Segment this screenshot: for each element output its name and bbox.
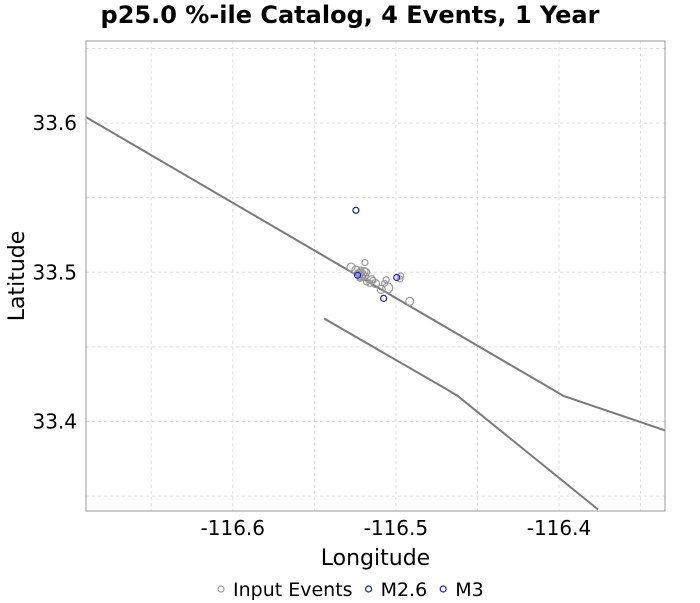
point-input-events [357, 266, 365, 274]
y-tick-label: 33.5 [32, 260, 77, 284]
point-m3 [353, 271, 362, 279]
chart-title: p25.0 %-ile Catalog, 4 Events, 1 Year [101, 1, 600, 29]
point-m2-6 [380, 294, 388, 302]
y-tick-label: 33.4 [32, 409, 77, 433]
grid [86, 41, 665, 511]
plot-frame [85, 40, 666, 512]
point-input-events [361, 258, 369, 267]
legend-label-input-events: Input Events [233, 579, 353, 601]
point-input-events [376, 284, 386, 295]
point-input-events [369, 276, 377, 285]
tick-labels: -116.6 -116.5 -116.4 33.4 33.5 33.6 [32, 111, 591, 540]
legend-label-m3: M3 [455, 579, 483, 601]
x-axis-label: Longitude [321, 546, 430, 571]
legend-marker-m3 [439, 585, 447, 593]
legend-label-m2-6: M2.6 [381, 579, 428, 601]
data-points [346, 206, 415, 306]
y-axis-label: Latitude [5, 231, 30, 322]
x-tick-label: -116.5 [364, 516, 428, 540]
point-input-events [346, 262, 356, 272]
legend: Input Events M2.6 M3 [217, 579, 484, 601]
fault-line-1 [85, 116, 666, 432]
point-input-events [397, 272, 405, 280]
fault-line-2 [323, 317, 599, 511]
legend-marker-input-events [217, 585, 225, 593]
fault-lines [85, 116, 666, 511]
point-input-events [362, 272, 370, 280]
y-tick-label: 33.6 [32, 111, 77, 135]
legend-marker-m2-6 [364, 585, 373, 593]
x-tick-label: -116.6 [201, 516, 265, 540]
point-m3 [393, 273, 401, 282]
point-input-events [405, 296, 415, 306]
x-tick-label: -116.4 [527, 516, 591, 540]
point-m2-6 [352, 206, 360, 214]
point-input-events [370, 278, 381, 289]
point-input-events [382, 276, 390, 284]
point-input-events [382, 282, 394, 294]
